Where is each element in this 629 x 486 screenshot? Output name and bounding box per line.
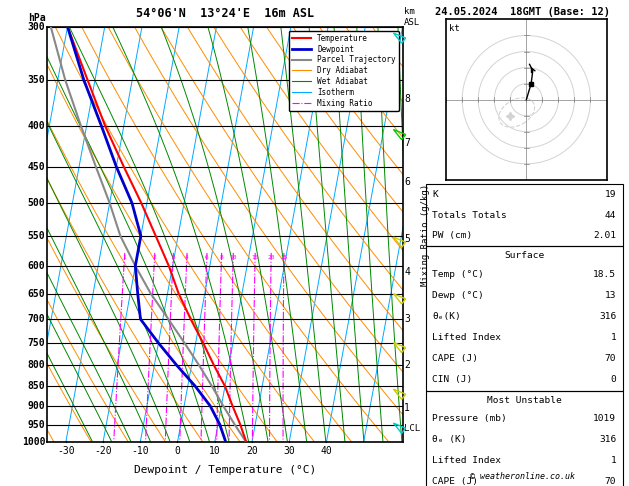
Text: 1: 1 xyxy=(610,333,616,342)
Text: 3: 3 xyxy=(171,255,175,260)
Text: 8: 8 xyxy=(220,255,223,260)
Text: 4: 4 xyxy=(185,255,189,260)
Text: Surface: Surface xyxy=(504,251,544,260)
Text: CAPE (J): CAPE (J) xyxy=(432,354,478,363)
Text: 25: 25 xyxy=(280,255,287,260)
Text: K: K xyxy=(432,190,438,199)
Text: Temp (°C): Temp (°C) xyxy=(432,270,484,279)
Text: 850: 850 xyxy=(28,381,45,391)
Text: 316: 316 xyxy=(599,312,616,321)
Text: 40: 40 xyxy=(321,447,332,456)
Text: CAPE (J): CAPE (J) xyxy=(432,477,478,486)
Text: 44: 44 xyxy=(604,210,616,220)
Text: Pressure (mb): Pressure (mb) xyxy=(432,414,507,423)
Text: 400: 400 xyxy=(28,121,45,131)
Text: -30: -30 xyxy=(57,447,75,456)
Text: 2.01: 2.01 xyxy=(593,231,616,241)
Text: 1000: 1000 xyxy=(22,437,45,447)
Text: 4: 4 xyxy=(404,267,410,277)
Text: 450: 450 xyxy=(28,162,45,172)
Text: Mixing Ratio (g/kg): Mixing Ratio (g/kg) xyxy=(421,183,430,286)
Text: 5: 5 xyxy=(404,234,410,244)
Text: km
ASL: km ASL xyxy=(404,7,420,27)
Text: -10: -10 xyxy=(131,447,149,456)
Text: 350: 350 xyxy=(28,75,45,85)
Text: Totals Totals: Totals Totals xyxy=(432,210,507,220)
Text: 300: 300 xyxy=(28,22,45,32)
Text: 3: 3 xyxy=(404,314,410,324)
Text: 1: 1 xyxy=(404,403,410,413)
Text: Most Unstable: Most Unstable xyxy=(487,396,562,404)
Text: 19: 19 xyxy=(604,190,616,199)
Text: 24.05.2024  18GMT (Base: 12): 24.05.2024 18GMT (Base: 12) xyxy=(435,7,610,17)
Text: 30: 30 xyxy=(283,447,295,456)
Text: 550: 550 xyxy=(28,231,45,241)
Text: PW (cm): PW (cm) xyxy=(432,231,472,241)
Text: 10: 10 xyxy=(209,447,221,456)
Text: kt: kt xyxy=(449,24,460,33)
Text: Lifted Index: Lifted Index xyxy=(432,456,501,465)
Text: 6: 6 xyxy=(205,255,209,260)
Text: 0: 0 xyxy=(174,447,181,456)
Text: 20: 20 xyxy=(267,255,275,260)
Text: 6: 6 xyxy=(404,177,410,187)
Text: 2: 2 xyxy=(404,360,410,370)
Text: 316: 316 xyxy=(599,435,616,444)
Text: 15: 15 xyxy=(251,255,259,260)
Text: hPa: hPa xyxy=(28,13,45,22)
Text: © weatheronline.co.uk: © weatheronline.co.uk xyxy=(470,472,574,481)
Text: 10: 10 xyxy=(230,255,237,260)
Legend: Temperature, Dewpoint, Parcel Trajectory, Dry Adiabat, Wet Adiabat, Isotherm, Mi: Temperature, Dewpoint, Parcel Trajectory… xyxy=(289,31,399,111)
Text: 1019: 1019 xyxy=(593,414,616,423)
Text: Lifted Index: Lifted Index xyxy=(432,333,501,342)
Text: 13: 13 xyxy=(604,291,616,300)
Text: 800: 800 xyxy=(28,360,45,370)
Text: 2: 2 xyxy=(153,255,156,260)
Text: 500: 500 xyxy=(28,198,45,208)
Text: 900: 900 xyxy=(28,401,45,411)
Text: 7: 7 xyxy=(404,138,410,148)
Text: 54°06'N  13°24'E  16m ASL: 54°06'N 13°24'E 16m ASL xyxy=(136,7,314,20)
Text: 1: 1 xyxy=(123,255,126,260)
Text: 70: 70 xyxy=(604,477,616,486)
Text: 700: 700 xyxy=(28,314,45,324)
Text: 20: 20 xyxy=(246,447,258,456)
Text: θₑ(K): θₑ(K) xyxy=(432,312,461,321)
Text: Dewp (°C): Dewp (°C) xyxy=(432,291,484,300)
Text: LCL: LCL xyxy=(404,424,420,434)
Text: 650: 650 xyxy=(28,289,45,298)
Text: θₑ (K): θₑ (K) xyxy=(432,435,467,444)
Text: CIN (J): CIN (J) xyxy=(432,375,472,383)
Text: 70: 70 xyxy=(604,354,616,363)
Text: 750: 750 xyxy=(28,338,45,348)
Text: 8: 8 xyxy=(404,94,410,104)
Text: Dewpoint / Temperature (°C): Dewpoint / Temperature (°C) xyxy=(134,465,316,475)
Text: 950: 950 xyxy=(28,419,45,430)
Text: 18.5: 18.5 xyxy=(593,270,616,279)
Text: -20: -20 xyxy=(94,447,112,456)
Text: 600: 600 xyxy=(28,261,45,271)
Text: 0: 0 xyxy=(610,375,616,383)
Text: 1: 1 xyxy=(610,456,616,465)
